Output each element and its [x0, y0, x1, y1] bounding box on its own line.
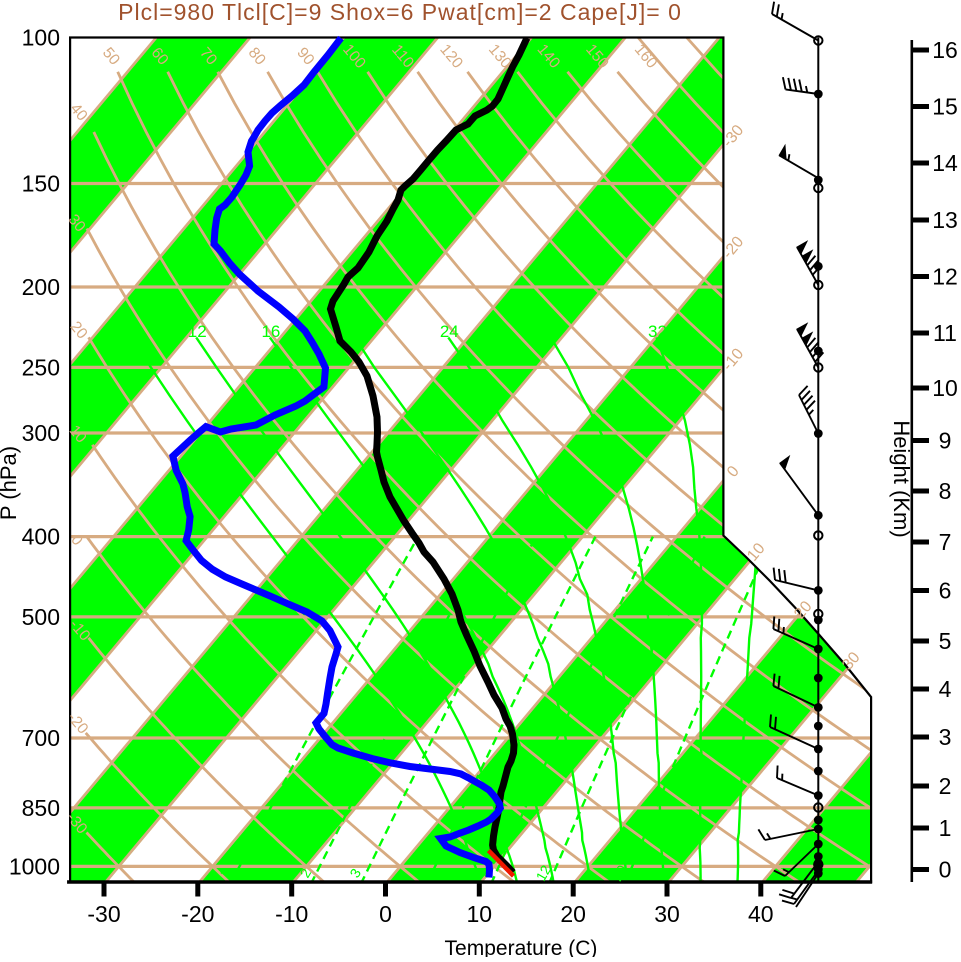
svg-text:0: 0	[379, 901, 392, 927]
svg-text:32: 32	[648, 322, 667, 341]
svg-text:2: 2	[939, 773, 952, 799]
svg-text:1: 1	[939, 815, 952, 841]
svg-text:16: 16	[932, 37, 958, 63]
svg-text:6: 6	[939, 578, 952, 604]
svg-text:8: 8	[128, 322, 137, 341]
svg-text:-10: -10	[275, 901, 308, 927]
svg-text:Temperature (C): Temperature (C)	[445, 937, 598, 957]
svg-text:0: 0	[939, 857, 952, 883]
svg-text:12: 12	[932, 264, 958, 290]
svg-text:-20: -20	[181, 901, 214, 927]
svg-text:10: 10	[467, 901, 493, 927]
svg-text:9: 9	[939, 428, 952, 454]
svg-text:100: 100	[22, 25, 60, 51]
svg-text:4: 4	[939, 676, 952, 702]
svg-text:200: 200	[22, 274, 60, 300]
svg-text:28: 28	[542, 322, 561, 341]
svg-text:30: 30	[654, 901, 680, 927]
svg-text:-30: -30	[87, 901, 120, 927]
svg-text:20: 20	[560, 901, 586, 927]
svg-text:400: 400	[22, 524, 60, 550]
svg-text:850: 850	[22, 795, 60, 821]
svg-text:20: 20	[346, 322, 365, 341]
svg-text:300: 300	[22, 420, 60, 446]
svg-text:24: 24	[440, 322, 459, 341]
svg-text:7: 7	[939, 529, 952, 555]
svg-text:Plcl=980 Tlcl[C]=9 Shox=6 Pwat: Plcl=980 Tlcl[C]=9 Shox=6 Pwat[cm]=2 Cap…	[118, 0, 682, 25]
svg-text:700: 700	[22, 725, 60, 751]
svg-text:40: 40	[748, 901, 774, 927]
svg-text:16: 16	[261, 322, 280, 341]
svg-text:1000: 1000	[9, 853, 60, 879]
svg-text:5: 5	[939, 628, 952, 654]
svg-text:13: 13	[932, 207, 958, 233]
svg-text:15: 15	[932, 94, 958, 120]
svg-text:150: 150	[22, 171, 60, 197]
svg-text:Height (Km): Height (Km)	[889, 420, 914, 537]
svg-text:11: 11	[933, 320, 957, 346]
svg-text:8: 8	[939, 478, 952, 504]
svg-text:P (hPa): P (hPa)	[0, 446, 21, 520]
svg-text:10: 10	[932, 375, 958, 401]
svg-text:500: 500	[22, 604, 60, 630]
svg-text:250: 250	[22, 354, 60, 380]
svg-text:12: 12	[188, 322, 207, 341]
svg-text:14: 14	[932, 150, 958, 176]
svg-text:3: 3	[939, 724, 952, 750]
